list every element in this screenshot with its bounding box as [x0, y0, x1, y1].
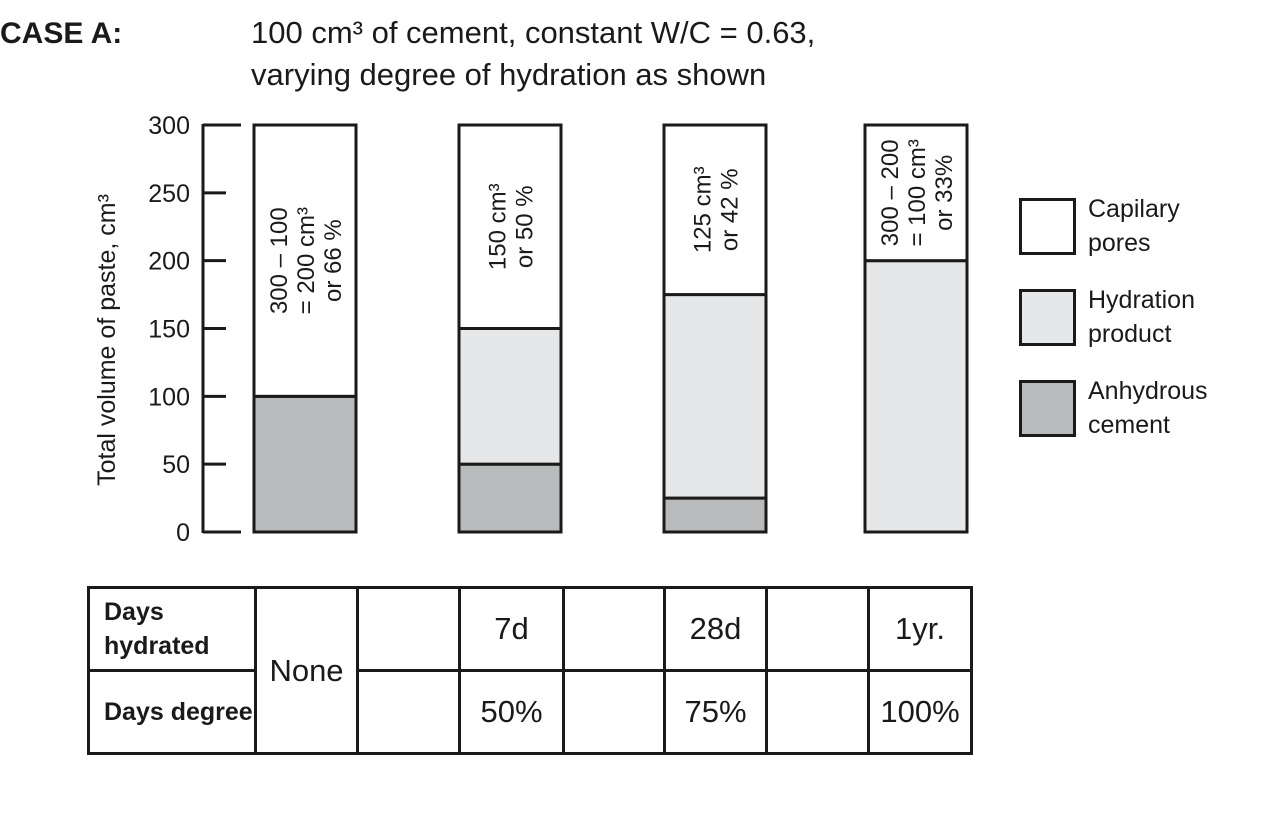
cell: 50% — [458, 669, 565, 755]
empty-cell — [765, 669, 870, 755]
bar-segment — [662, 496, 768, 534]
table: Days hydrated None 7d 28d 1yr. Days degr… — [87, 586, 973, 755]
subtitle: 100 cm³ of cement, constant W/C = 0.63, — [251, 15, 815, 50]
bar-annotation: or 42 % — [717, 168, 744, 251]
bar-segment — [863, 259, 969, 534]
row-header: Days degree — [87, 669, 257, 755]
bar-annotation: = 200 cm³ — [293, 207, 320, 314]
bar-annotation: 300 – 100 — [266, 207, 293, 314]
bar-annotation: 125 cm³ — [690, 166, 717, 253]
bar-segment — [457, 123, 563, 330]
empty-cell — [562, 586, 666, 672]
bar-annotation: or 50 % — [512, 185, 539, 268]
y-tick-label: 100 — [148, 383, 190, 411]
bar-annotation: or 33% — [931, 155, 958, 231]
bar-segment — [662, 123, 768, 297]
legend-swatch — [1019, 288, 1076, 346]
y-tick-label: 200 — [148, 248, 190, 276]
row-header: Days hydrated — [87, 586, 257, 672]
empty-cell — [562, 669, 666, 755]
y-tick-label: 150 — [148, 316, 190, 344]
empty-cell — [765, 586, 870, 672]
legend-swatch — [1019, 379, 1076, 437]
bar-annotation: or 66 % — [320, 219, 347, 302]
bar-segment — [457, 327, 563, 466]
legend: Capilary pores Hydration product Anhydrous… — [1019, 195, 1228, 471]
legend-item: Anhydrous cement — [1019, 377, 1228, 439]
cell: 75% — [663, 669, 768, 755]
y-tick-label: 300 — [148, 112, 190, 140]
legend-label: Hydration product — [1088, 286, 1195, 348]
y-axis-label: Total volume of paste, cm³ — [93, 194, 121, 486]
legend-item: Hydration product — [1019, 286, 1228, 348]
legend-swatch — [1019, 197, 1076, 255]
bar-segment — [252, 123, 358, 398]
cell: 28d — [663, 586, 768, 672]
bar-segment — [863, 123, 969, 263]
bar-segment — [252, 394, 358, 534]
cell: 100% — [867, 669, 973, 755]
empty-cell — [356, 586, 461, 672]
bar-annotation: 300 – 200 — [877, 139, 904, 246]
subtitle: varying degree of hydration as shown — [251, 57, 766, 92]
y-tick-label: 50 — [162, 451, 190, 479]
legend-label: Capilary pores — [1088, 195, 1180, 257]
legend-label: Anhydrous cement — [1088, 377, 1208, 439]
bar-annotation: 150 cm³ — [485, 183, 512, 270]
bar-segment — [457, 462, 563, 534]
empty-cell — [356, 669, 461, 755]
y-tick-label: 250 — [148, 180, 190, 208]
y-tick-label: 0 — [176, 519, 190, 547]
cell: 7d — [458, 586, 565, 672]
bar-segment — [662, 293, 768, 500]
cell: 1yr. — [867, 586, 973, 672]
bar-annotation: = 100 cm³ — [904, 139, 931, 246]
chart-title: CASE A: — [0, 17, 122, 50]
legend-item: Capilary pores — [1019, 195, 1228, 257]
cell: None — [254, 586, 359, 755]
